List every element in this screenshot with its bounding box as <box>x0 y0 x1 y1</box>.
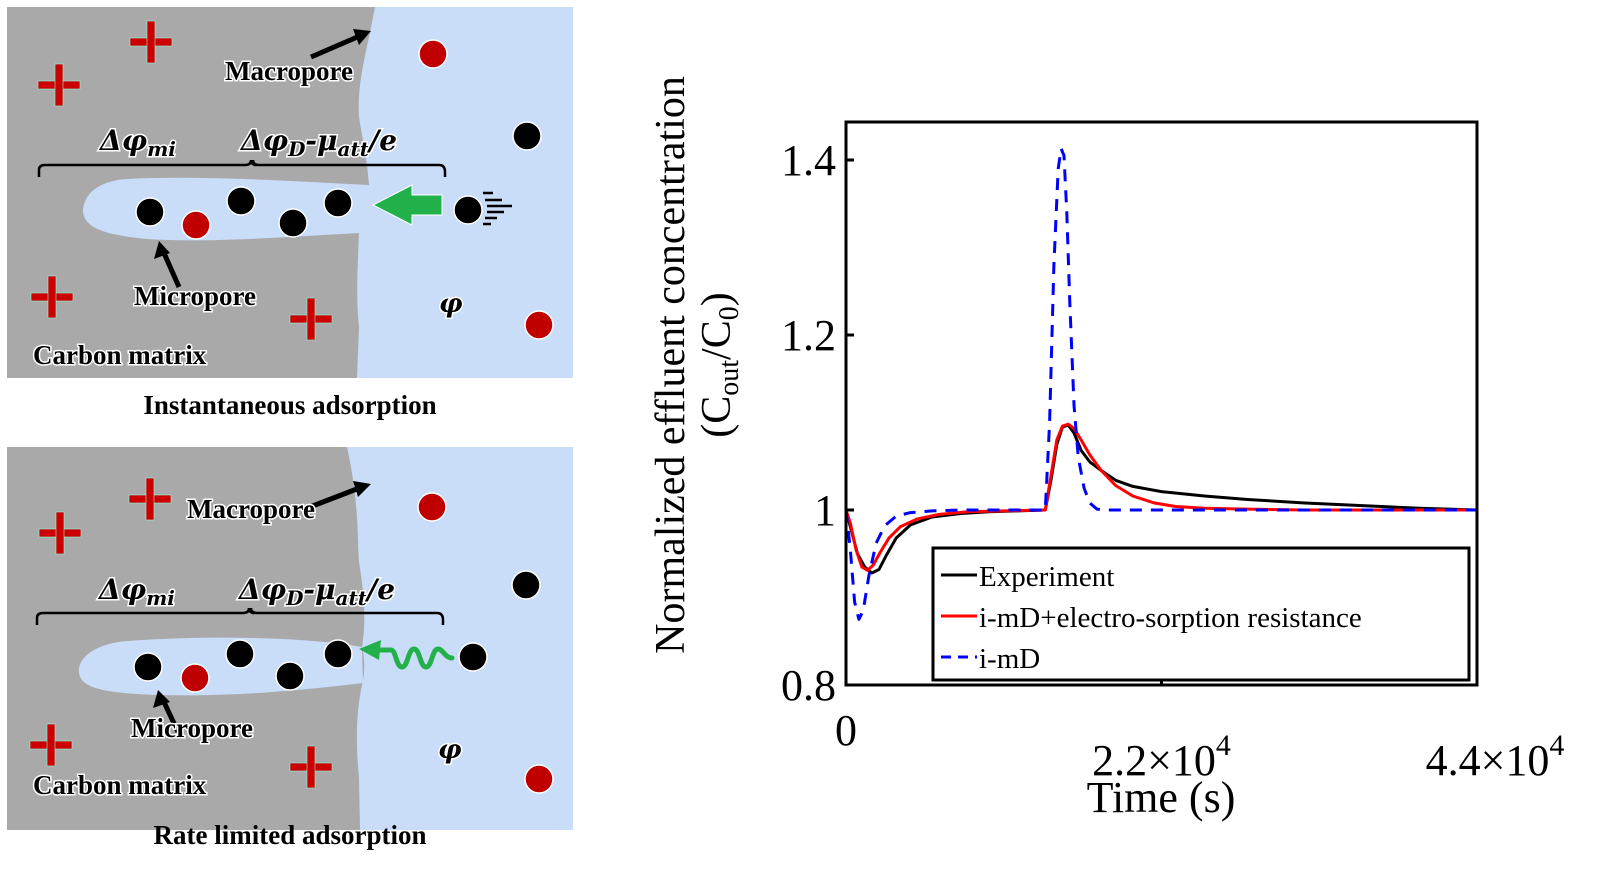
anion-icon <box>512 121 542 151</box>
macropore-label: Macropore <box>187 494 315 524</box>
braces <box>35 607 445 625</box>
legend-item-i-md: i-mD <box>941 643 1040 675</box>
macropore-label: Macropore <box>225 56 353 86</box>
positive-charge-icon <box>289 297 333 341</box>
positive-charge-icon <box>30 275 74 319</box>
delta-phi-d-mu-att-label: ΔφD-μatt/e <box>237 573 395 610</box>
anion-icon <box>323 639 353 669</box>
micropore-label: Micropore <box>131 713 253 743</box>
cation-icon <box>524 310 554 340</box>
cation-icon <box>418 39 448 69</box>
panel-caption-rate-limited: Rate limited adsorption <box>153 820 427 850</box>
braces <box>37 159 447 177</box>
pore-diagram: Macropore Micropore Carbon matrix φ Δφmi… <box>7 447 573 830</box>
pointer-arrow-icon <box>309 481 371 510</box>
legend: Experiment i-mD+electro-sorption resista… <box>931 546 1471 682</box>
rate-limited-adsorption-panel: Macropore Micropore Carbon matrix φ Δφmi… <box>7 447 573 830</box>
legend-label-i-md-electro-sorption: i-mD+electro-sorption resistance <box>979 602 1362 634</box>
brace-d <box>249 607 445 625</box>
motion-lines-icon <box>483 191 512 226</box>
fixed-charge-icons <box>30 20 333 341</box>
series-line-i-md <box>844 147 1477 621</box>
ions <box>135 39 554 340</box>
x-tick-label: 2.2×104 <box>1092 729 1231 785</box>
x-axis-label: Time (s) <box>1087 773 1236 822</box>
carbon-matrix-label: Carbon matrix <box>33 340 207 370</box>
positive-charge-icon <box>289 745 333 789</box>
pointer-arrow-icon <box>154 241 182 289</box>
micropore-channel <box>78 637 363 696</box>
carbon-matrix-label: Carbon matrix <box>33 770 207 800</box>
macropore-channel <box>357 7 573 378</box>
y-axis-label-line2: (Cout/C0) <box>694 292 745 437</box>
positive-charge-icon <box>29 723 73 767</box>
wavy-arrow-icon <box>359 640 455 670</box>
anion-icon <box>458 642 488 672</box>
y-tick-label: 1.2 <box>781 311 836 360</box>
legend-label-experiment: Experiment <box>979 561 1114 593</box>
positive-charge-icon <box>129 20 173 64</box>
brace-d <box>251 159 447 177</box>
positive-charge-icon <box>37 63 81 107</box>
axis-ticks: 0.8 1 1.2 1.4 0 2.2×104 4.4×104 <box>781 136 1564 785</box>
y-tick-label: 0.8 <box>781 661 836 710</box>
anion-icon <box>225 639 255 669</box>
cation-icon <box>417 492 447 522</box>
anion-icon <box>453 195 483 225</box>
legend-box <box>931 546 1471 682</box>
y-axis-label: Normalized effluent concentration (Cout/… <box>648 76 745 654</box>
cation-icon <box>180 663 210 693</box>
delta-phi-mi-label: Δφmi <box>97 573 175 610</box>
cation-icon <box>181 210 211 240</box>
legend-item-i-md-electro-sorption: i-mD+electro-sorption resistance <box>941 602 1362 634</box>
delta-phi-mi-label: Δφmi <box>98 124 176 161</box>
effluent-concentration-chart: 0.8 1 1.2 1.4 0 2.2×104 4.4×104 Experiment i-m… <box>648 76 1564 822</box>
anion-icon <box>275 661 305 691</box>
brace-mi <box>35 607 256 625</box>
x-tick-label: 4.4×104 <box>1426 729 1565 785</box>
plot-series <box>844 147 1478 621</box>
cation-icon <box>524 764 554 794</box>
anion-icon <box>323 188 353 218</box>
straight-arrow-icon <box>371 184 443 226</box>
panel-caption-instantaneous: Instantaneous adsorption <box>143 390 437 420</box>
legend-label-i-md: i-mD <box>979 643 1040 675</box>
y-tick-label: 1 <box>814 486 836 535</box>
fixed-charge-icons <box>29 477 333 789</box>
pointer-arrow-icon <box>153 690 181 734</box>
pointer-arrow-icon <box>310 29 371 60</box>
series-line-i-md-electro-sorption-resistance <box>844 422 1477 572</box>
y-tick-label: 1.4 <box>781 136 836 185</box>
positive-charge-icon <box>128 477 172 521</box>
ions <box>133 492 554 794</box>
anion-icon <box>511 570 541 600</box>
anion-icon <box>135 197 165 227</box>
anion-icon <box>278 208 308 238</box>
micropore-label: Micropore <box>134 281 256 311</box>
y-axis-label-line1: Normalized effluent concentration <box>648 76 694 654</box>
anion-icon <box>133 652 163 682</box>
pore-diagram: Macropore Micropore Carbon matrix φ Δφmi… <box>7 7 573 378</box>
delta-phi-d-mu-att-label: ΔφD-μatt/e <box>239 124 397 161</box>
anion-icon <box>226 186 256 216</box>
phi-label: φ <box>439 289 463 319</box>
brace-mi <box>37 159 258 177</box>
positive-charge-icon <box>38 511 82 555</box>
instantaneous-adsorption-panel: Macropore Micropore Carbon matrix φ Δφmi… <box>7 7 573 378</box>
legend-item-experiment: Experiment <box>941 561 1114 593</box>
phi-label: φ <box>438 735 462 765</box>
macropore-channel <box>345 447 573 830</box>
x-tick-label: 0 <box>835 706 857 755</box>
